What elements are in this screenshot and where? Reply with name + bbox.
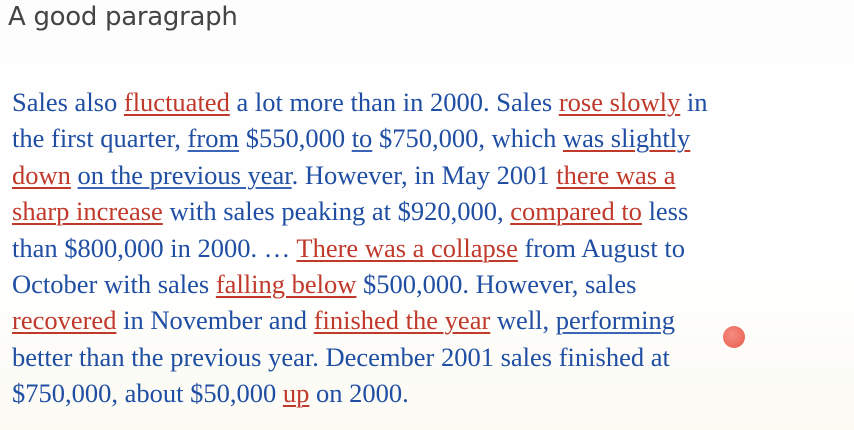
text-run: with sales peaking at $920,000, — [162, 196, 511, 227]
text-run: in — [680, 87, 708, 117]
text-run: less — [641, 196, 689, 227]
underlined-phrase: was slightly — [562, 123, 691, 154]
paragraph-line: better than the previous year. December … — [12, 339, 832, 375]
paragraph-line: the first quarter, from $550,000 to $750… — [12, 120, 832, 156]
paragraph-line: Sales also fluctuated a lot more than in… — [12, 84, 832, 120]
text-run: better than the previous year. December … — [12, 341, 670, 372]
text-run: a lot more than in 2000. Sales — [229, 87, 559, 117]
underlined-phrase: rose slowly — [558, 87, 681, 117]
pointer-cursor-icon — [723, 326, 745, 348]
paragraph: Sales also fluctuated a lot more than in… — [12, 84, 832, 412]
underlined-phrase: from — [187, 123, 240, 154]
text-run: than $800,000 in 2000. … — [12, 232, 297, 263]
text-run: the first quarter, — [12, 123, 188, 154]
underlined-phrase: falling below — [215, 268, 357, 299]
text-run: $750,000, which — [372, 123, 563, 154]
text-run: Sales also — [12, 87, 124, 117]
underlined-phrase: There was a collapse — [296, 232, 518, 263]
underlined-phrase: finished the year — [313, 305, 491, 336]
text-run: . However, in May 2001 — [291, 159, 557, 190]
underlined-phrase: down — [12, 159, 71, 190]
text-run: $750,000, about $50,000 — [12, 378, 283, 409]
text-run: on 2000. — [309, 378, 409, 409]
paragraph-line: than $800,000 in 2000. … There was a col… — [12, 230, 832, 266]
underlined-phrase: performing — [555, 305, 676, 336]
slide-title: A good paragraph — [8, 2, 238, 32]
text-run — [71, 160, 78, 190]
paragraph-line: recovered in November and finished the y… — [12, 302, 832, 338]
text-run: from August to — [517, 232, 685, 263]
underlined-phrase: compared to — [510, 196, 642, 227]
text-run: in November and — [116, 305, 314, 336]
text-run: October with sales — [12, 268, 216, 299]
underlined-phrase: on the previous year — [77, 159, 292, 190]
underlined-phrase: there was a — [556, 159, 676, 190]
paragraph-line: sharp increase with sales peaking at $92… — [12, 193, 832, 229]
text-run: $500,000. However, sales — [356, 268, 637, 299]
underlined-phrase: sharp increase — [12, 196, 163, 227]
underlined-phrase: recovered — [12, 305, 117, 336]
paragraph-line: down on the previous year. However, in M… — [12, 157, 832, 193]
paragraph-line: $750,000, about $50,000 up on 2000. — [12, 375, 832, 411]
text-run: $550,000 — [239, 123, 352, 154]
underlined-phrase: up — [282, 378, 310, 409]
text-run: well, — [490, 305, 556, 336]
underlined-phrase: to — [351, 123, 373, 154]
paragraph-line: October with sales falling below $500,00… — [12, 266, 832, 302]
underlined-phrase: fluctuated — [123, 87, 230, 117]
